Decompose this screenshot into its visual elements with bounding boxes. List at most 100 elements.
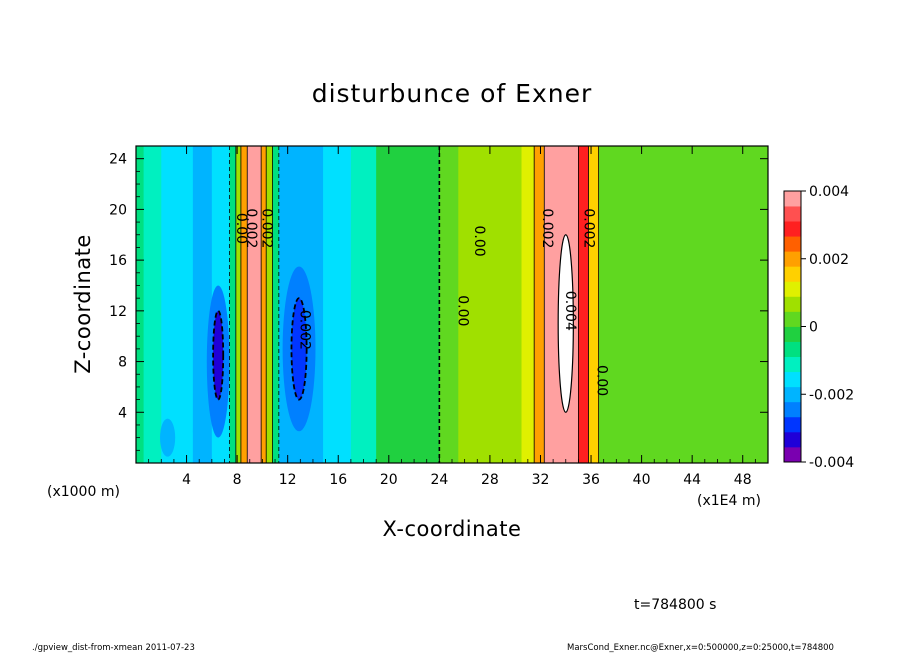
colorbar-segment-3 xyxy=(784,401,801,418)
contour-label-8: 0.004 xyxy=(562,291,578,331)
x-tick-unit-label: (x1E4 m) xyxy=(697,493,761,509)
y-tick-label-0: 4 xyxy=(118,405,127,421)
field-band-1 xyxy=(143,146,162,463)
colorbar-segment-2 xyxy=(784,416,801,433)
colorbar-segment-16 xyxy=(784,206,801,222)
field-band-6 xyxy=(235,146,242,463)
field-blob-6 xyxy=(192,411,206,452)
field-band-13 xyxy=(323,146,352,463)
y-tick-label-2: 12 xyxy=(109,304,127,320)
x-tick-label-4: 20 xyxy=(380,472,398,488)
colorbar-segment-1 xyxy=(784,431,801,448)
contour-lines xyxy=(212,146,600,463)
colorbar-segment-10 xyxy=(784,296,801,312)
colorbar-segment-5 xyxy=(784,371,801,388)
colorbar-segment-9 xyxy=(784,311,801,327)
contour-ring-4 xyxy=(557,234,574,413)
x-tick-label-7: 32 xyxy=(532,472,550,488)
field-band-14 xyxy=(350,146,377,463)
field-blob-1 xyxy=(213,310,224,400)
field-band-7 xyxy=(240,146,248,463)
colorbar-tick-label-2: 0 xyxy=(809,320,818,336)
colorbar-segment-12 xyxy=(784,266,801,282)
y-ticks: 4 8 12 16 20 24 xyxy=(109,152,768,451)
field-band-25 xyxy=(598,146,643,463)
contour-label-9: 0.00 xyxy=(593,365,609,396)
field-blob-4 xyxy=(558,234,574,413)
colorbar-segment-14 xyxy=(784,236,801,252)
x-unit-label: (x1000 m) xyxy=(47,484,120,500)
colorbar-segment-15 xyxy=(784,221,801,237)
colorbar-ticks: 0.004 0.002 0 -0.002 -0.004 xyxy=(801,184,854,471)
colorbar-segment-17 xyxy=(784,191,801,207)
field-band-9 xyxy=(261,146,267,463)
colorbar-segment-8 xyxy=(784,326,801,342)
contour-ring-1 xyxy=(212,309,225,401)
x-tick-label-5: 24 xyxy=(430,472,448,488)
x-tick-label-11: 48 xyxy=(734,472,752,488)
footer-left: ./gpview_dist-from-xmean 2011-07-23 xyxy=(32,643,195,653)
y-tick-label-5: 24 xyxy=(109,152,127,168)
colorbar-tick-label-0: 0.004 xyxy=(809,184,849,200)
field-band-16 xyxy=(439,146,459,463)
field-band-19 xyxy=(521,146,535,463)
contour-label-4: 0.00 xyxy=(471,226,487,257)
contour-ring-3 xyxy=(290,297,308,401)
field-band-2 xyxy=(161,146,194,463)
field-band-11 xyxy=(272,146,280,463)
field-band-18 xyxy=(496,146,523,463)
field-band-17 xyxy=(458,146,497,463)
field-band-28 xyxy=(742,146,768,463)
colorbar-segment-6 xyxy=(784,356,801,373)
y-tick-label-4: 20 xyxy=(109,202,127,218)
field-band-5 xyxy=(229,146,237,463)
contour-label-2: 0.002 xyxy=(258,208,274,248)
x-tick-label-10: 44 xyxy=(683,472,701,488)
contour-label-3: 0.002 xyxy=(296,310,312,350)
field-band-27 xyxy=(692,146,744,463)
y-tick-label-1: 8 xyxy=(118,355,127,371)
time-label: t=784800 s xyxy=(634,597,716,613)
contour-label-1: 0.002 xyxy=(243,208,259,248)
field-band-10 xyxy=(266,146,274,463)
colorbar-tick-label-4: -0.004 xyxy=(809,455,854,471)
colorbar xyxy=(783,190,802,463)
field-band-26 xyxy=(641,146,693,463)
field-blob-3 xyxy=(291,298,307,400)
chart-title: disturbunce of Exner xyxy=(312,79,593,108)
colorbar-segment-11 xyxy=(784,281,801,297)
y-axis-label: Z-coordinate xyxy=(71,234,95,374)
y-tick-label-3: 16 xyxy=(109,253,127,269)
x-axis-label: X-coordinate xyxy=(383,517,522,541)
x-tick-label-6: 28 xyxy=(481,472,499,488)
x-tick-label-8: 36 xyxy=(582,472,600,488)
field-band-15 xyxy=(376,146,440,463)
x-tick-label-0: 4 xyxy=(182,472,191,488)
contour-label-6: 0.002 xyxy=(539,208,555,248)
contour-label-0: 0.00 xyxy=(233,213,249,244)
x-tick-label-9: 40 xyxy=(633,472,651,488)
field-band-8 xyxy=(247,146,262,463)
field-band-0 xyxy=(136,146,145,463)
colorbar-segment-0 xyxy=(784,446,801,463)
field-band-23 xyxy=(578,146,590,463)
contour-label-5: 0.00 xyxy=(454,295,470,326)
x-tick-label-1: 8 xyxy=(233,472,242,488)
field-band-24 xyxy=(588,146,600,463)
field-band-20 xyxy=(534,146,545,463)
colorbar-segment-7 xyxy=(784,341,801,358)
colorbar-segment-4 xyxy=(784,386,801,403)
colorbar-tick-label-1: 0.002 xyxy=(809,252,849,268)
colorbar-segment-13 xyxy=(784,251,801,267)
x-ticks: 4 8 12 16 20 24 28 32 36 40 44 48 xyxy=(148,146,756,488)
contour-label-7: 0.002 xyxy=(581,208,597,248)
field-band-21 xyxy=(544,146,554,463)
footer-right: MarsCond_Exner.nc@Exner,x=0:500000,z=0:2… xyxy=(567,643,834,653)
x-tick-label-2: 12 xyxy=(279,472,297,488)
x-tick-label-3: 16 xyxy=(329,472,347,488)
heatmap-field xyxy=(136,146,768,463)
colorbar-tick-label-3: -0.002 xyxy=(809,387,854,403)
field-blob-5 xyxy=(160,418,176,457)
